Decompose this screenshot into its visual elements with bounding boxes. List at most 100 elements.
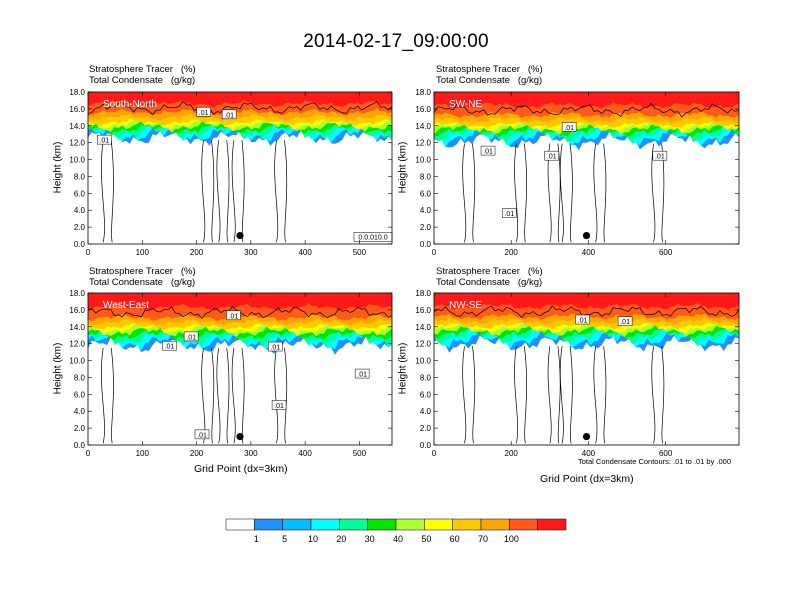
plot-frame	[87, 292, 393, 446]
panel-west-east: .01 .01 .01 .01 .01 .01 .01 0.0 2.0 4.0 6.0 8.0 10.0…	[69, 289, 393, 458]
contour-label: .01	[547, 154, 557, 161]
contour-line	[201, 347, 215, 444]
y-tick-label: 6.0	[74, 390, 86, 399]
contour-line	[231, 347, 245, 444]
y-tick-label: 14.0	[69, 122, 85, 131]
contour-line	[514, 143, 527, 243]
contour-label: .01	[578, 318, 588, 325]
x-axis-title: Grid Point (dx=3km)	[540, 473, 634, 485]
y-tick-label: 12.0	[69, 340, 85, 349]
x-tick-label: 0	[432, 449, 437, 458]
x-tick-label: 600	[659, 449, 673, 458]
contour-label: .01	[99, 138, 109, 145]
contour-label: .01	[186, 334, 196, 341]
condensate-contours	[434, 305, 739, 444]
header-line-condensate: Total Condensate (g/kg)	[89, 75, 196, 86]
header-line-condensate: Total Condensate (g/kg)	[89, 277, 196, 288]
colorbar-swatch	[225, 518, 255, 531]
y-tick-label: 4.0	[74, 407, 86, 416]
contour-line	[88, 100, 392, 115]
y-tick-label: 18.0	[69, 289, 85, 298]
colorbar-swatch	[509, 518, 538, 531]
colorbar-swatch	[339, 518, 368, 531]
header-line-tracer: Stratosphere Tracer (%)	[436, 64, 543, 75]
panel-sw-ne: .01 .01 .01 .01 .01 0.0 2.0 4.0 6.0 8.0 10.0 12.0 14…	[415, 88, 740, 257]
contour-line	[101, 347, 114, 444]
x-tick-label: 400	[582, 248, 596, 257]
y-tick-label: 16.0	[69, 306, 85, 315]
tracer-band	[88, 293, 392, 312]
y-tick-label: 6.0	[420, 189, 432, 198]
condensate-contours	[434, 102, 739, 243]
x-tick-label: 200	[505, 449, 519, 458]
contour-label: .01	[620, 319, 630, 326]
y-tick-label: 12.0	[415, 139, 431, 148]
contour-label: .01	[224, 112, 234, 119]
contour-line	[559, 143, 573, 243]
contour-label: .01	[165, 344, 175, 351]
y-tick-label: 0.0	[74, 441, 86, 450]
y-tick-label: 6.0	[74, 189, 86, 198]
y-tick-label: 18.0	[415, 289, 431, 298]
contour-label-box	[97, 134, 112, 145]
contour-line	[559, 346, 573, 444]
panel-header-nw-se: Stratosphere Tracer (%) Total Condensate …	[436, 266, 543, 288]
colorbar-label: 5	[282, 534, 287, 544]
contour-label-box	[502, 208, 517, 218]
contour-line	[462, 143, 476, 243]
y-tick-label: 8.0	[74, 373, 86, 382]
x-tick-label: 100	[136, 449, 150, 458]
contour-label-box	[268, 341, 283, 352]
y-tick-label: 10.0	[69, 357, 85, 366]
header-line-condensate: Total Condensate (g/kg)	[436, 277, 543, 288]
contour-label-box	[183, 331, 199, 342]
x-tick-label: 500	[353, 248, 367, 257]
colorbar-label: 60	[450, 534, 460, 544]
x-tick-label: 300	[244, 449, 258, 458]
tracer-field	[434, 92, 739, 151]
y-tick-label: 6.0	[420, 390, 432, 399]
y-tick-label: 10.0	[415, 357, 431, 366]
colorbar: 1 5 10 20 30 40 50 60 70 100	[225, 518, 567, 544]
location-dot	[236, 231, 244, 240]
plot-frame	[433, 91, 740, 245]
contour-note: Total Condensate Contours: .01 to .01 by…	[578, 457, 732, 466]
panel-title: West-East	[103, 300, 149, 311]
contour-line	[514, 346, 527, 444]
contour-line	[274, 347, 288, 444]
location-dot	[582, 231, 591, 240]
x-tick-label: 0	[86, 449, 91, 458]
contour-line	[434, 102, 739, 118]
colorbar-swatch	[452, 518, 482, 531]
x-tick-label: 100	[136, 248, 150, 257]
header-line-tracer: Stratosphere Tracer (%)	[89, 266, 196, 277]
contour-line	[593, 143, 607, 243]
colorbar-swatch	[480, 518, 510, 531]
x-tick-label: 0	[432, 248, 437, 257]
colorbar-swatch	[424, 518, 453, 531]
panel-title: SW-NE	[449, 99, 482, 110]
panel-title: South-North	[103, 99, 157, 110]
y-tick-label: 16.0	[69, 105, 85, 114]
y-tick-label: 12.0	[415, 340, 431, 349]
contour-label-box	[162, 340, 177, 351]
y-tick-label: 10.0	[415, 156, 431, 165]
contour-line	[593, 346, 607, 444]
header-line-condensate: Total Condensate (g/kg)	[436, 75, 543, 86]
contour-label-box	[271, 400, 287, 410]
y-tick-label: 4.0	[420, 206, 432, 215]
contour-line	[216, 347, 230, 444]
panel-header-south-north: Stratosphere Tracer (%) Total Condensate …	[89, 64, 196, 86]
y-tick-label: 8.0	[420, 172, 432, 181]
contour-label-box	[544, 150, 560, 161]
header-line-tracer: Stratosphere Tracer (%)	[89, 64, 196, 75]
y-tick-label: 2.0	[420, 424, 432, 433]
colorbar-label: 70	[478, 534, 488, 544]
header-line-tracer: Stratosphere Tracer (%)	[436, 266, 543, 277]
location-dot	[582, 432, 591, 441]
contour-label-box	[652, 150, 668, 161]
contour-label: .01	[229, 313, 239, 320]
y-tick-label: 4.0	[74, 206, 86, 215]
panel-title: NW-SE	[449, 300, 482, 311]
